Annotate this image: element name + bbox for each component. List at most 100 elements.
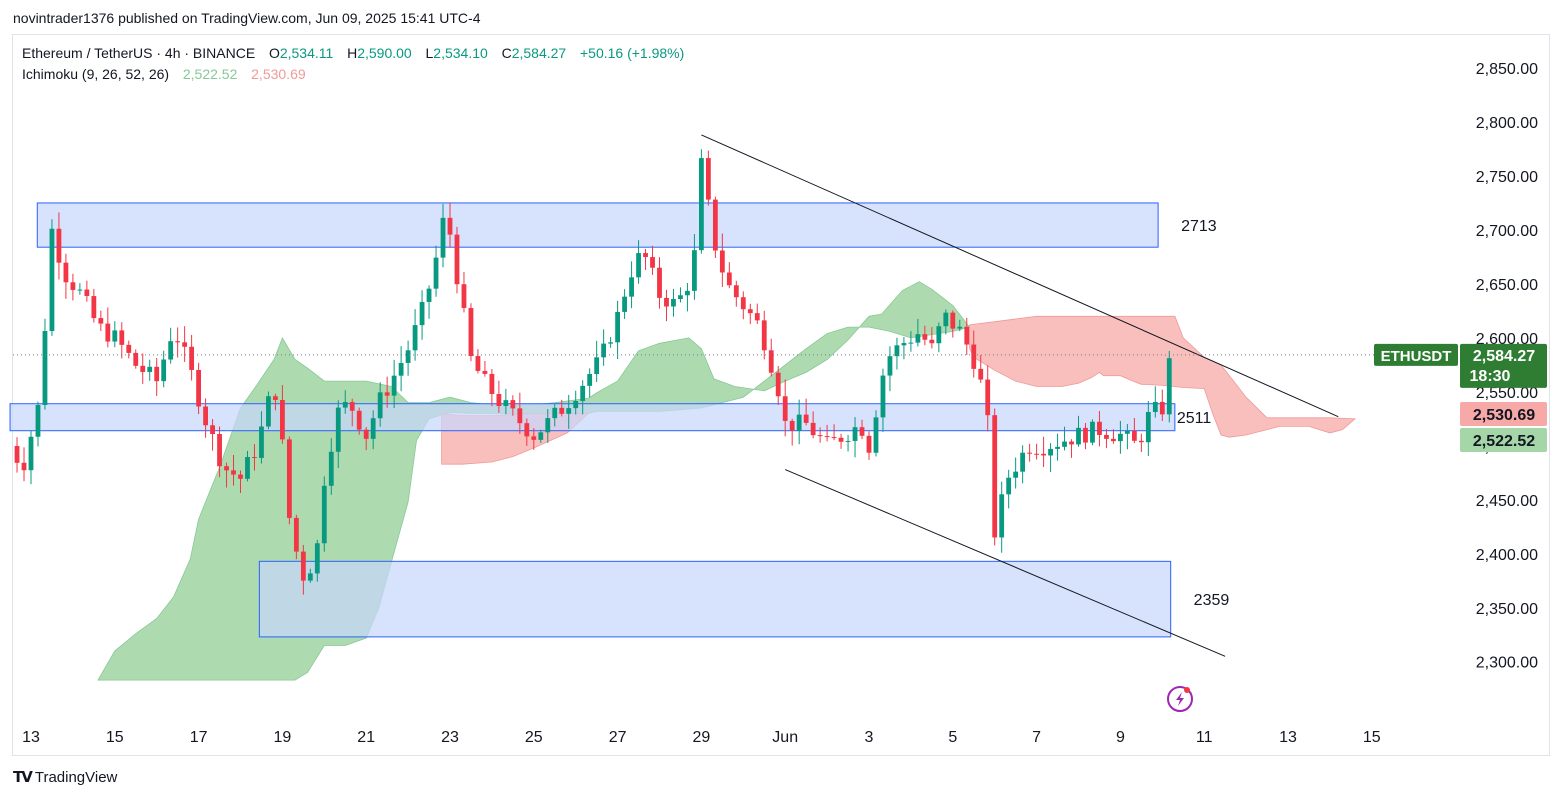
candle-body (1069, 441, 1074, 445)
y-tick-label: 2,450.00 (1476, 493, 1538, 510)
candle-body (363, 429, 369, 439)
candle-body (601, 343, 607, 358)
candle-body (859, 427, 865, 436)
candle-body (314, 543, 320, 574)
indicator-name[interactable]: Ichimoku (9, 26, 52, 26) (22, 66, 170, 82)
candle-body (273, 396, 278, 400)
candle-body (789, 420, 795, 431)
candle-body (35, 404, 41, 437)
x-tick-label: 7 (1032, 729, 1041, 746)
candle-body (622, 296, 627, 312)
candle-body (671, 298, 676, 307)
footer-brand-text: TradingView (34, 768, 118, 786)
candle-body (1097, 421, 1102, 435)
candle-body (1104, 434, 1109, 439)
candle-body (796, 414, 802, 431)
x-tick-label: Jun (772, 729, 798, 746)
candle-body (119, 330, 125, 345)
x-tick-label: 11 (1196, 729, 1213, 746)
x-tick-label: 21 (357, 729, 375, 746)
change-value: +50.16 (+1.98%) (579, 45, 685, 61)
candle-body (168, 341, 174, 360)
candle-body (1006, 477, 1012, 495)
candle-body (126, 344, 132, 353)
candle-body (286, 439, 292, 518)
candle-body (482, 370, 488, 374)
candle-body (419, 301, 425, 326)
candle-body (98, 318, 104, 324)
x-tick-label: 23 (441, 729, 459, 746)
candle-body (936, 326, 942, 344)
candle-body (1055, 446, 1060, 449)
symbol-tag (1374, 343, 1458, 366)
high-value: 2,590.00 (357, 45, 412, 61)
candle-body (224, 466, 229, 471)
candle-body (133, 352, 139, 366)
candle-body (782, 396, 788, 421)
time-axis[interactable]: 13 15 17 19 21 23 25 27 29 Jun 3 5 7 9 11 13 15 (22, 729, 1381, 746)
candle-body (657, 267, 662, 298)
candle-body (300, 551, 306, 581)
x-tick-label: 19 (274, 729, 292, 746)
x-tick-label: 15 (1363, 729, 1381, 746)
candle-body (56, 228, 62, 263)
candle-body (182, 342, 188, 347)
candle-body (838, 437, 844, 442)
footer-brand[interactable]: 𝗧𝗩 TradingView (13, 768, 118, 787)
candle-body (1159, 401, 1165, 415)
candle-body (908, 342, 914, 344)
candle-body (496, 394, 502, 407)
span-a-text: 2,530.69 (1473, 407, 1535, 424)
candle-body (468, 307, 474, 357)
candle-body (1145, 412, 1151, 443)
candle-body (1034, 453, 1039, 455)
indicator-legend: Ichimoku (9, 26, 52, 26) 2,522.52 2,530.… (22, 66, 306, 82)
candle-body (1027, 452, 1033, 454)
candle-body (824, 436, 830, 438)
candle-body (252, 457, 257, 459)
candle-body (280, 399, 285, 440)
lightning-icon[interactable] (1167, 686, 1193, 712)
last-price-tag (1460, 343, 1547, 388)
published-caption: novintrader1376 published on TradingView… (13, 10, 481, 26)
candle-body (747, 309, 753, 314)
candle-body (719, 250, 725, 273)
x-tick-label: 13 (1279, 729, 1297, 746)
cloud-red-area (969, 315, 1357, 438)
candle-body (307, 573, 313, 581)
candle-body (978, 368, 984, 380)
candle-body (1083, 427, 1088, 443)
candle-body (1041, 453, 1046, 456)
zone-box (9, 403, 1176, 432)
candles (14, 149, 1172, 595)
candle-body (196, 369, 201, 407)
candle-body (636, 253, 641, 278)
candle-body (950, 312, 956, 329)
symbol-description[interactable]: Ethereum / TetherUS · 4h · BINANCE (22, 45, 256, 61)
candle-body (21, 462, 27, 471)
candle-body (650, 257, 655, 268)
candle-body (1124, 430, 1130, 434)
span-b-tag (1460, 428, 1547, 452)
x-tick-label: 3 (865, 729, 874, 746)
candle-body (217, 434, 222, 467)
candle-body (475, 356, 481, 371)
candle-body (356, 410, 362, 430)
candle-body (1048, 448, 1053, 456)
candle-body (161, 359, 167, 382)
candle-body (552, 407, 558, 419)
y-tick-label: 2,850.00 (1476, 61, 1538, 78)
candle-body (14, 446, 20, 463)
candle-body (580, 385, 586, 402)
candle-body (28, 436, 34, 471)
candle-body (943, 312, 949, 327)
candle-body (929, 339, 935, 344)
candle-body (63, 262, 69, 283)
candle-body (608, 342, 614, 344)
candle-body (426, 288, 432, 302)
candle-body (915, 334, 921, 343)
candle-body (880, 375, 886, 418)
candle-body (999, 494, 1005, 538)
candle-body (1090, 421, 1095, 443)
